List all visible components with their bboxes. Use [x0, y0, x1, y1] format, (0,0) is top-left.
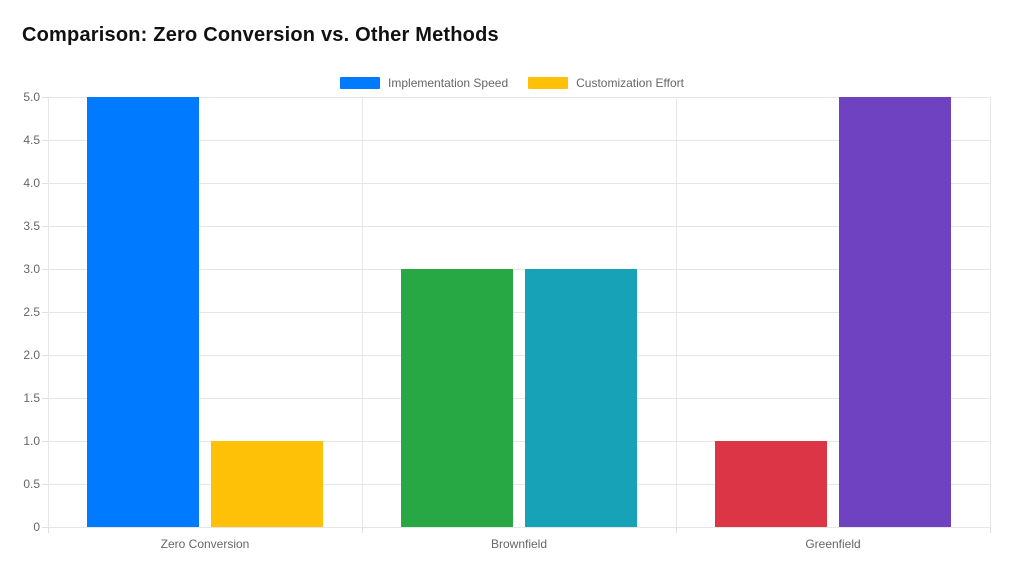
bar-implementation-speed[interactable]: [87, 97, 199, 527]
legend: Implementation Speed Customization Effort: [0, 76, 1024, 90]
y-axis-tick: [42, 96, 48, 98]
y-axis-tick-label: 2.5: [23, 305, 40, 319]
y-gridline: [48, 268, 990, 270]
plot-area: 0 0.5 1.0 1.5 2.0 2.5 3.0 3.5 4.0 4.5 5.0 Zero Conv…: [23, 90, 991, 551]
legend-swatch: [340, 77, 381, 89]
y-gridline: [48, 225, 990, 227]
y-axis-tick-label: 1.5: [23, 391, 40, 405]
y-gridline: [48, 311, 990, 313]
x-axis-tick: [361, 527, 363, 533]
y-gridline: [48, 354, 990, 356]
x-gridline: [361, 97, 363, 527]
y-gridline: [48, 139, 990, 141]
x-gridline: [47, 97, 49, 527]
y-axis-tick: [42, 225, 48, 227]
y-axis-tick-label: 0.5: [23, 477, 40, 491]
y-axis-tick: [42, 526, 48, 528]
y-axis-tick: [42, 139, 48, 141]
x-gridline: [989, 97, 991, 527]
x-axis-tick: [675, 527, 677, 533]
x-axis-tick: [989, 527, 991, 533]
y-gridline: [48, 397, 990, 399]
y-axis-tick-label: 1.0: [23, 434, 40, 448]
y-axis-tick: [42, 440, 48, 442]
legend-item[interactable]: Implementation Speed: [340, 76, 508, 90]
x-axis-category-label: Zero Conversion: [160, 537, 250, 551]
y-gridline: [48, 526, 990, 528]
y-axis-tick: [42, 483, 48, 485]
y-axis-tick-label: 0: [33, 520, 40, 534]
y-gridline: [48, 96, 990, 98]
y-gridline: [48, 483, 990, 485]
bar-customization-effort[interactable]: [525, 269, 637, 527]
legend-item[interactable]: Customization Effort: [528, 76, 684, 90]
bar-customization-effort[interactable]: [211, 441, 323, 527]
y-axis-tick: [42, 268, 48, 270]
legend-label: Customization Effort: [576, 76, 684, 90]
legend-label: Implementation Speed: [388, 76, 509, 90]
y-axis-tick-label: 4.0: [23, 176, 40, 190]
bar-customization-effort[interactable]: [839, 97, 951, 527]
x-axis-category-label: Greenfield: [805, 537, 861, 551]
x-gridline: [675, 97, 677, 527]
y-axis-tick-label: 4.5: [23, 133, 40, 147]
bar-implementation-speed[interactable]: [401, 269, 513, 527]
legend-swatch: [528, 77, 569, 89]
x-axis-category-label: Brownfield: [490, 537, 548, 551]
y-axis-tick-label: 3.5: [23, 219, 40, 233]
y-gridline: [48, 182, 990, 184]
y-axis-tick: [42, 182, 48, 184]
chart-title: Comparison: Zero Conversion vs. Other Me…: [22, 24, 499, 46]
y-gridline: [48, 440, 990, 442]
y-axis-tick: [42, 311, 48, 313]
y-axis-tick: [42, 397, 48, 399]
y-axis-tick-label: 3.0: [23, 262, 40, 276]
bar-implementation-speed[interactable]: [715, 441, 827, 527]
y-axis-tick-label: 5.0: [23, 90, 40, 104]
y-axis-tick: [42, 354, 48, 356]
y-axis-tick-label: 2.0: [23, 348, 40, 362]
x-axis-tick: [47, 527, 49, 533]
